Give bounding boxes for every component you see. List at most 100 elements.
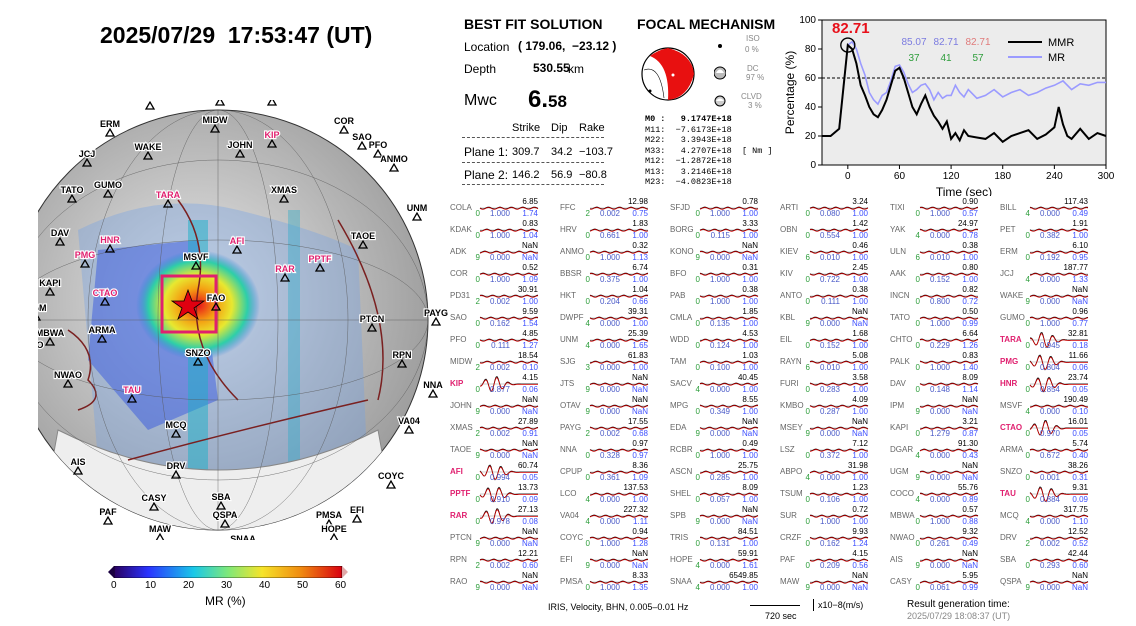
waveform-snaa: SNAA 6549.85 4 0.000 1.00 <box>670 571 759 592</box>
clvd-label: CLVD <box>741 92 762 101</box>
waveform-lco: LCO 137.53 4 0.000 1.00 <box>560 483 649 504</box>
amp-value: 4.09 <box>852 395 868 404</box>
vr-value: NaN <box>522 539 538 548</box>
cc-value: 0.661 <box>600 231 621 240</box>
amp-value: 6.74 <box>632 263 648 272</box>
cc-value: 0.152 <box>820 341 841 350</box>
station-label: UGM <box>38 303 47 313</box>
station-name: TSUM <box>780 489 803 498</box>
cc-value: 0.002 <box>490 429 511 438</box>
vr-value: 0.77 <box>1072 319 1088 328</box>
quality-flag: 0 <box>696 275 701 284</box>
vr-value: NaN <box>632 407 648 416</box>
station-name: PTCN <box>450 533 472 542</box>
quality-flag: 0 <box>586 539 591 548</box>
synthetic-trace <box>589 427 649 430</box>
station-marker-wake: WAKE <box>133 141 163 160</box>
station-triangle-icon <box>44 336 56 346</box>
vr-value: 1.00 <box>852 407 868 416</box>
station-triangle-icon <box>170 428 182 438</box>
station-name: RCBR <box>670 445 693 454</box>
quality-flag: 2 <box>1026 539 1031 548</box>
series-line-mr <box>822 40 1106 137</box>
station-triangle-icon <box>356 140 368 150</box>
cc-value: 0.010 <box>820 363 841 372</box>
station-name: PFO <box>450 335 466 344</box>
vr-value: NaN <box>1072 297 1088 306</box>
synthetic-trace <box>699 361 759 364</box>
vr-value: 1.65 <box>632 341 648 350</box>
station-name: RPN <box>450 555 467 564</box>
quality-flag: 4 <box>916 495 921 504</box>
station-label: COYC <box>378 471 405 481</box>
station-name: COR <box>450 269 468 278</box>
waveform-drv: DRV 12.52 2 0.002 0.52 <box>1000 527 1089 548</box>
vr-value: 1.40 <box>962 363 978 372</box>
tensor-row: M11: −7.6173E+18 <box>645 124 732 135</box>
amp-value: 0.49 <box>742 439 758 448</box>
station-triangle-icon <box>126 393 138 403</box>
waveform-qspa: QSPA NaN 9 0.000 NaN <box>1000 571 1088 592</box>
legend-label: MMR <box>1048 37 1074 49</box>
vr-value: 0.60 <box>1072 561 1088 570</box>
amp-value: 187.77 <box>1064 263 1089 272</box>
amp-value: 0.57 <box>962 505 978 514</box>
quality-flag: 9 <box>476 253 481 262</box>
cc-value: 0.115 <box>711 231 731 240</box>
amp-value: 25.75 <box>738 461 759 470</box>
station-name: DAV <box>890 379 907 388</box>
y-tick-label: 80 <box>805 44 817 55</box>
station-label: MSVF <box>183 252 209 262</box>
cc-value: 1.000 <box>930 319 951 328</box>
beachball-icon <box>641 47 695 101</box>
station-triangle-icon <box>351 513 363 523</box>
vr-value: 1.00 <box>852 275 868 284</box>
vr-value: 1.10 <box>1072 517 1088 526</box>
station-triangle-icon <box>366 322 378 332</box>
waveform-pptf: PPTF 13.73 0 0.910 0.09 <box>450 483 539 504</box>
vr-value: 1.00 <box>742 583 758 592</box>
plot-area <box>821 19 1107 166</box>
station-label: PTCN <box>360 314 385 324</box>
quality-flag: 0 <box>696 451 701 460</box>
quality-flag: 0 <box>696 473 701 482</box>
quality-flag: 0 <box>586 473 591 482</box>
cc-value: 0.000 <box>930 231 951 240</box>
waveform-anmo: ANMO 0.32 0 1.000 1.13 <box>560 241 649 262</box>
waveform-sjg: SJG 61.83 3 0.000 1.00 <box>560 351 649 372</box>
station-marker-casy: CASY <box>140 492 168 511</box>
vr-value: 0.31 <box>1072 473 1088 482</box>
waveform-dgar: DGAR 91.30 4 0.000 0.43 <box>890 439 979 460</box>
vr-value: 0.40 <box>1072 451 1088 460</box>
waveform-taoe: TAOE NaN 9 0.000 NaN <box>450 439 538 460</box>
quality-flag: 0 <box>476 385 481 394</box>
vr-value: 1.00 <box>852 231 868 240</box>
cc-value: 1.000 <box>490 209 511 218</box>
amp-value: 42.44 <box>1068 549 1089 558</box>
cc-value: 0.884 <box>1040 495 1061 504</box>
station-name: PAF <box>780 555 795 564</box>
vr-value: 0.49 <box>1072 209 1088 218</box>
amp-value: 38.26 <box>1068 461 1089 470</box>
amp-value: 0.83 <box>962 351 978 360</box>
synthetic-trace <box>699 581 759 584</box>
station-name: KIP <box>450 379 464 388</box>
amp-value: 3.21 <box>962 417 978 426</box>
waveform-mcq: MCQ 317.75 4 0.000 1.10 <box>1000 505 1089 526</box>
amp-value: 2.45 <box>852 263 868 272</box>
synthetic-trace <box>809 295 869 298</box>
station-triangle-icon <box>96 333 108 343</box>
mwc-value: 6.58 <box>528 86 567 113</box>
station-name: GUMO <box>1000 313 1025 322</box>
station-triangle-icon <box>231 244 243 254</box>
quality-flag: 9 <box>916 561 921 570</box>
station-name: KIEV <box>780 247 799 256</box>
amp-value: 8.33 <box>632 571 648 580</box>
waveform-msvf: MSVF 190.49 4 0.000 0.10 <box>1000 395 1089 416</box>
waveform-rao: RAO NaN 9 0.000 NaN <box>450 571 538 592</box>
station-triangle-icon <box>329 532 339 540</box>
cc-value: 0.100 <box>710 363 731 372</box>
station-label: TATO <box>61 185 84 195</box>
vr-value: 1.09 <box>522 275 538 284</box>
station-name: EFI <box>560 555 572 564</box>
